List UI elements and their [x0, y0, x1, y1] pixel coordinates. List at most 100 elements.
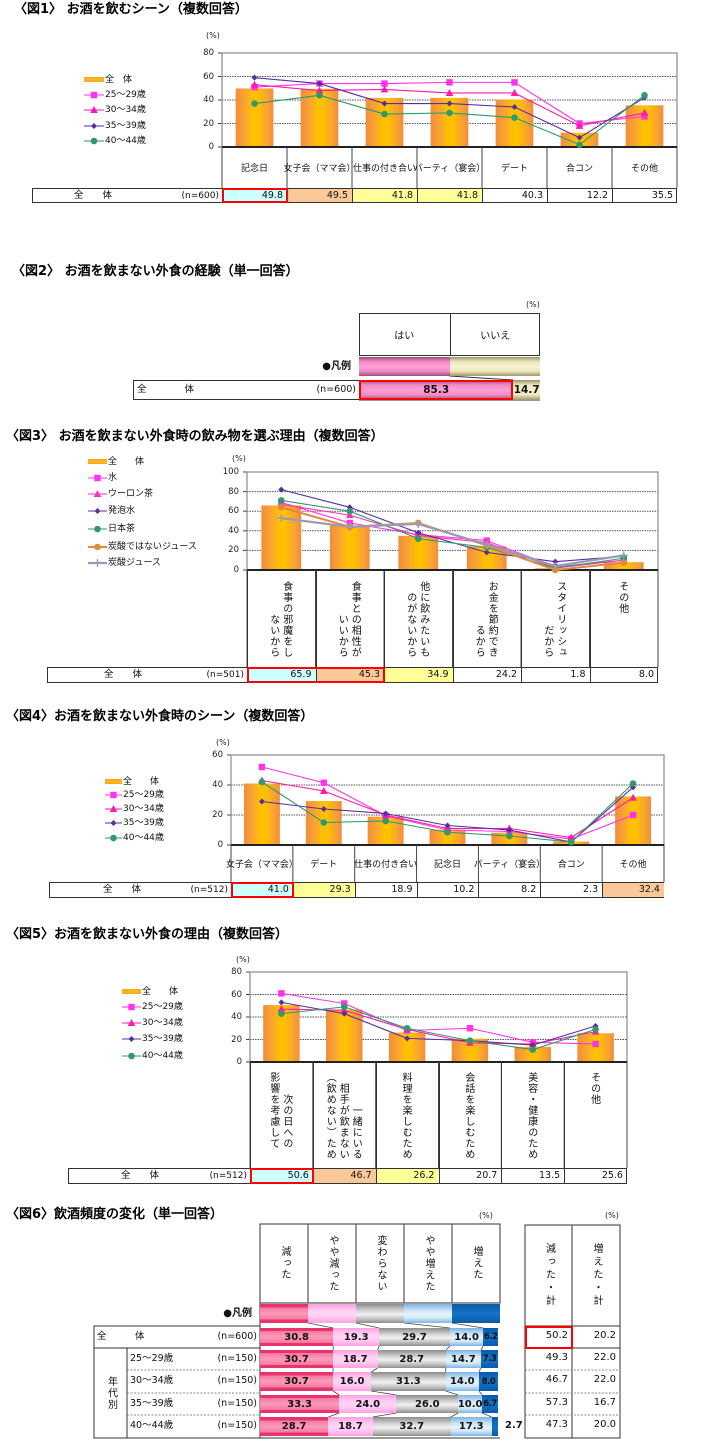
column-header: 変わらない [356, 1224, 404, 1303]
row-label: 全 体 [74, 190, 113, 201]
y-tick-label: 0 [208, 142, 214, 152]
bar-segment: 29.7 [379, 1328, 450, 1346]
summary-value: 47.3 [545, 1419, 568, 1430]
bar-segment: 30.7 [260, 1350, 334, 1368]
category-cell: 次の日への 影響を考慮して [250, 1062, 313, 1168]
legend-marker [127, 1019, 136, 1026]
row-label: 40～44歳 [130, 1420, 174, 1431]
legend-label: 30～34歳 [123, 804, 164, 814]
data-marker [592, 1040, 599, 1048]
bar [429, 829, 466, 845]
category-label: その他 [619, 860, 647, 870]
figure-title: 〈図2〉 お酒を飲まない外食の経験（単一回答） [12, 264, 299, 279]
connector-line [449, 375, 514, 381]
segment-value: 14.7 [513, 384, 540, 396]
figure-title: 〈図5〉お酒を飲まない外食の理由（複数回答） [6, 927, 289, 942]
bar-segment: 14.7 [445, 1350, 481, 1368]
data-marker [551, 562, 560, 571]
y-tick-label: 80 [231, 967, 242, 977]
category-cell: デート [293, 845, 355, 882]
summary-value: 20.0 [593, 1419, 616, 1430]
value-cell: 18.9 [354, 883, 417, 897]
legend-swatch [122, 989, 141, 994]
column-header-label: 減った [279, 1246, 290, 1281]
data-marker [315, 86, 324, 94]
legend-marker [110, 834, 117, 842]
category-label: 合コン [557, 860, 585, 870]
value-cell: 40.3 [482, 189, 547, 202]
sample-size: (n=600) [316, 384, 356, 395]
category-cell: 会話を楽しむため [438, 1062, 502, 1168]
sample-size: (n=512) [209, 1171, 247, 1181]
y-tick-label: 20 [231, 1034, 242, 1045]
category-cell: お金を節約でき るから [452, 570, 522, 667]
data-marker [576, 141, 583, 148]
value-cell: 20.7 [438, 1169, 502, 1183]
category-label: 記念日 [240, 164, 268, 174]
legend-label: 30～34歳 [142, 1018, 183, 1028]
value-cell: 25.6 [564, 1169, 627, 1183]
data-marker [482, 540, 491, 549]
data-marker [445, 88, 454, 96]
unit-label: (%) [479, 1211, 493, 1220]
segment-value: 14.0 [449, 1376, 475, 1387]
category-label: 仕事の付き合い [354, 860, 418, 870]
legend-label: 全 体 [108, 457, 145, 467]
data-marker [575, 121, 584, 129]
summary-value: 22.0 [593, 1374, 616, 1385]
bar-segment: 14.0 [445, 1372, 479, 1391]
connector-line [450, 1412, 459, 1418]
legend-marker [110, 820, 117, 826]
segment-value: 33.3 [287, 1398, 312, 1410]
legend-marker [93, 490, 102, 497]
legend-label: ●凡例 [322, 361, 351, 372]
bar-segment: 14.7 [513, 380, 540, 400]
data-marker [576, 134, 583, 141]
legend-label: 30～34歳 [105, 105, 146, 115]
bar [243, 783, 280, 845]
legend-label: ウーロン茶 [108, 489, 154, 499]
data-marker [415, 529, 422, 536]
value-cell: 13.5 [501, 1169, 564, 1183]
legend-label: 25～29歳 [105, 90, 146, 100]
legend-label: 25～29歳 [142, 1002, 183, 1012]
category-label: 次の日への 影響を考慮して [267, 1072, 292, 1149]
category-label: 食事の邪魔をし ないから [267, 581, 292, 658]
segment-value: 28.7 [399, 1353, 425, 1365]
data-marker [620, 559, 628, 566]
data-marker [446, 100, 453, 107]
y-tick-label: 40 [203, 95, 214, 105]
bar-segment: 6.7 [482, 1395, 498, 1413]
connector-line [445, 1390, 459, 1396]
category-label: 他に飲みたいも のがないから [404, 581, 429, 658]
segment-value: 10.0 [457, 1398, 483, 1410]
value-cell: 26.2 [375, 1169, 439, 1183]
category-label: その他 [630, 164, 658, 174]
unit-label: (%) [216, 738, 230, 747]
category-cell: 食事との相性が いいから [315, 570, 385, 667]
unit-label: (%) [526, 300, 540, 309]
column-header: やや増えた [404, 1224, 452, 1303]
value-cell: 2.3 [540, 883, 602, 897]
sample-size: (n=150) [217, 1420, 257, 1431]
row-label: 25～29歳 [130, 1353, 174, 1364]
data-marker [340, 1003, 348, 1011]
category-cell: 記念日 [222, 147, 287, 188]
bar [329, 525, 370, 570]
data-marker [319, 787, 328, 794]
category-cell: その他 [602, 845, 664, 882]
category-label: デート [310, 860, 338, 870]
legend-marker [93, 559, 102, 567]
data-marker [380, 85, 389, 93]
sample-size: (n=150) [217, 1398, 257, 1409]
category-label: その他 [616, 581, 628, 614]
legend-label: 日本茶 [108, 524, 136, 534]
bar-segment: 10.0 [457, 1395, 483, 1413]
group-label: 年代別 [105, 1375, 117, 1411]
legend-label: 炭酸ジュース [108, 558, 161, 568]
